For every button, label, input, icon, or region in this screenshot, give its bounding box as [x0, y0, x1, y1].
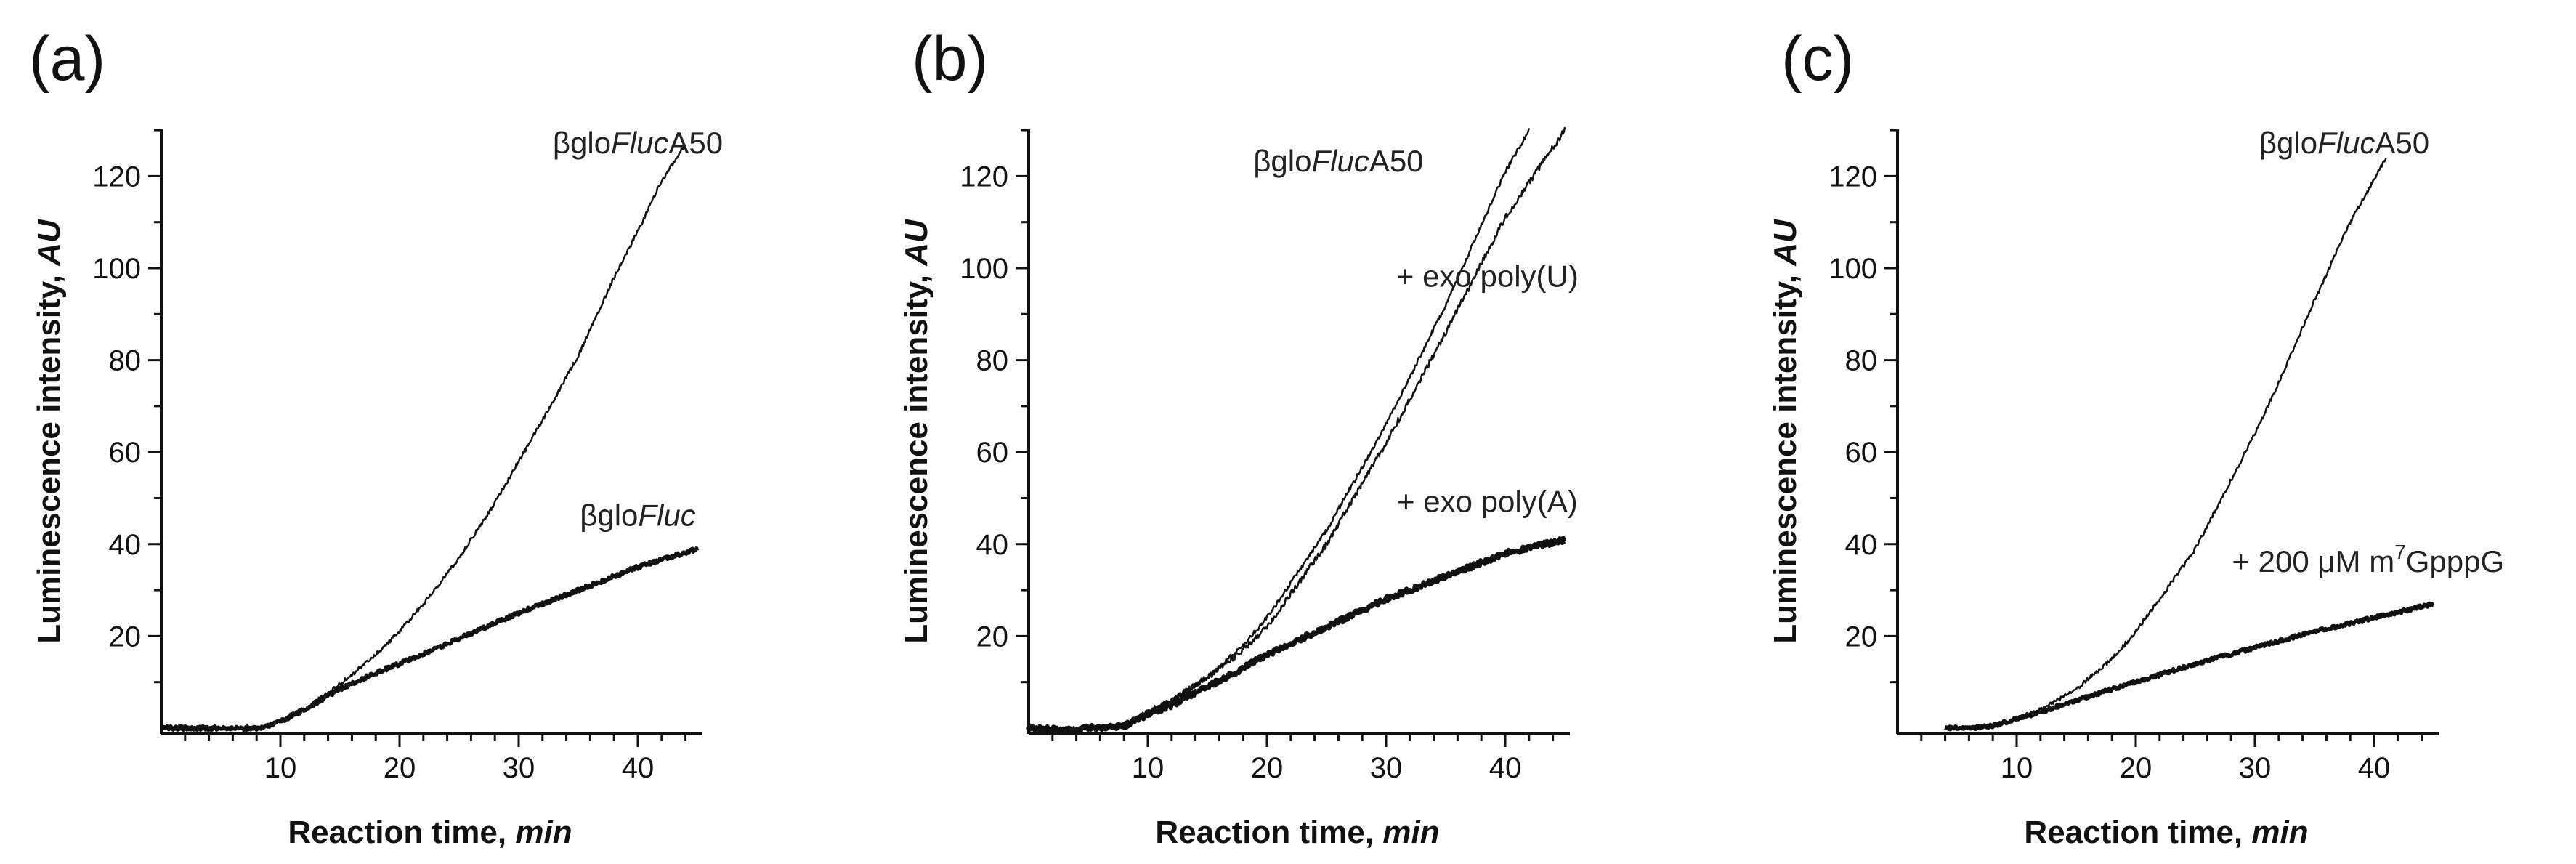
y-tick-label: 60: [1845, 437, 1878, 469]
series-label: βgloFlucA50: [2259, 126, 2429, 160]
y-tick-label: 60: [109, 437, 142, 469]
y-tick-label: 40: [976, 529, 1009, 561]
x-tick-label: 40: [622, 752, 655, 784]
series-label: βgloFlucA50: [1253, 144, 1423, 178]
x-tick-label: 40: [2358, 752, 2391, 784]
x-tick-label: 10: [264, 752, 297, 784]
series-line--glofluca50: [1944, 158, 2387, 732]
y-tick-label: 120: [92, 161, 141, 193]
y-tick-label: 20: [1845, 621, 1878, 653]
x-tick-label: 30: [2239, 752, 2272, 784]
series-label: βgloFlucA50: [553, 126, 723, 160]
y-tick-label: 40: [109, 529, 142, 561]
y-tick-label: 100: [960, 253, 1008, 285]
x-tick-label: 30: [503, 752, 535, 784]
series-label: + 200 μM m7GpppG: [2232, 541, 2504, 578]
series-label: + exo poly(U): [1396, 259, 1579, 293]
x-axis-title: Reaction time, min: [1155, 815, 1439, 850]
series-line--exo-poly-a-: [1026, 536, 1566, 735]
x-tick-label: 20: [2120, 752, 2152, 784]
y-tick-label: 20: [109, 621, 142, 653]
panel-label: (b): [912, 24, 988, 94]
panel-label: (c): [1781, 24, 1854, 94]
y-tick-label: 40: [1845, 529, 1878, 561]
series-line--glofluca50: [160, 144, 686, 732]
panel-label: (a): [29, 24, 105, 94]
series-line--glofluca50: [1027, 128, 1531, 732]
x-tick-label: 20: [384, 752, 416, 784]
y-tick-label: 60: [976, 437, 1009, 469]
x-tick-label: 40: [1489, 752, 1522, 784]
x-tick-label: 10: [2001, 752, 2033, 784]
y-axis-title: Luminescence intensity, AU: [899, 219, 934, 644]
x-axis-title: Reaction time, min: [2024, 815, 2308, 850]
series-line--200-m-mgpppg: [1943, 601, 2435, 732]
x-axis-title: Reaction time, min: [288, 815, 572, 850]
y-tick-label: 80: [976, 345, 1009, 377]
y-axis-title: Luminescence intensity, AU: [1767, 219, 1803, 644]
y-tick-label: 100: [92, 253, 141, 285]
y-tick-label: 20: [976, 621, 1009, 653]
panel-b: (b) 10 20 30 40 20 40 60 80 100 120 Reaction time, …: [899, 24, 1579, 850]
y-tick-label: 80: [109, 345, 142, 377]
x-tick-label: 30: [1370, 752, 1403, 784]
panel-a: (a) 10 20 30 40 20 40 60 80 100 120 Reaction time, …: [29, 24, 723, 850]
y-tick-label: 120: [1828, 161, 1877, 193]
series-label: βgloFluc: [580, 498, 696, 532]
y-tick-label: 100: [1828, 253, 1877, 285]
y-tick-label: 120: [960, 161, 1008, 193]
x-tick-label: 10: [1132, 752, 1165, 784]
panel-c: (c) 10 20 30 40 20 40 60 80 100 120 Reaction time, …: [1767, 24, 2504, 850]
series-line--glofluc: [160, 546, 700, 732]
series-label: + exo poly(A): [1397, 484, 1578, 518]
y-tick-label: 80: [1845, 345, 1878, 377]
x-tick-label: 20: [1251, 752, 1284, 784]
y-axis-title: Luminescence intensity, AU: [31, 219, 67, 644]
